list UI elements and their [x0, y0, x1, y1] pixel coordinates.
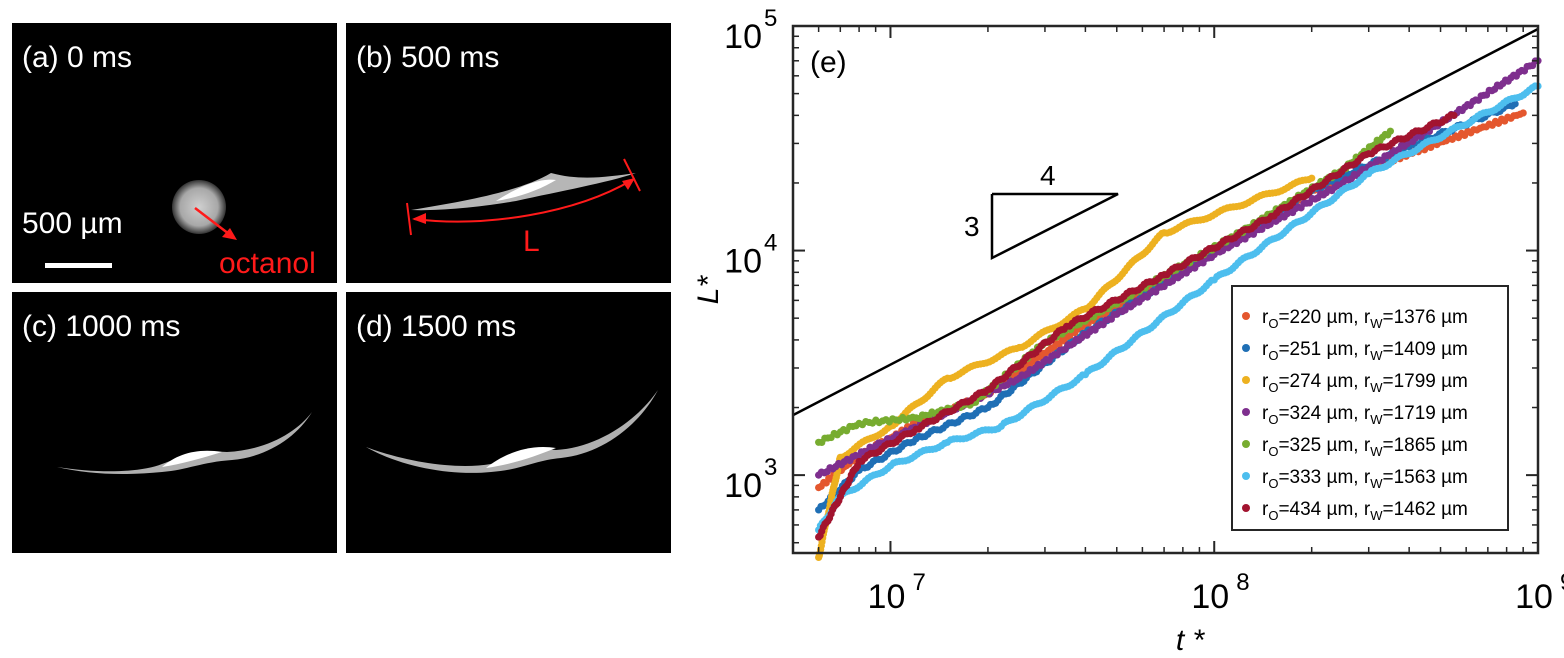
legend-label: rO=325 µm, rW=1865 µm [1262, 435, 1468, 459]
legend-marker [1242, 344, 1250, 352]
image-panel-a: 500 µm octanol (a) 0 ms [12, 23, 337, 283]
slope-run-label: 4 [1040, 160, 1056, 191]
legend-item: rO=333 µm, rW=1563 µm [1242, 467, 1468, 491]
legend-label: rO=434 µm, rW=1462 µm [1262, 499, 1468, 523]
x-tick-exponent: 8 [1236, 569, 1249, 596]
scale-bar-label: 500 µm [22, 207, 123, 240]
x-tick-label: 10 [1515, 578, 1553, 616]
image-panel-b: L (b) 500 ms [346, 23, 671, 283]
data-point [1511, 100, 1519, 108]
legend: rO=220 µm, rW=1376 µm rO=251 µm, rW=1409 … [1231, 285, 1509, 531]
data-point [1450, 111, 1458, 119]
legend-item: rO=251 µm, rW=1409 µm [1242, 339, 1468, 363]
panel-b-image: L [406, 158, 641, 258]
legend-item: rO=274 µm, rW=1799 µm [1242, 371, 1468, 395]
legend-marker [1242, 408, 1250, 416]
legend-label: rO=324 µm, rW=1719 µm [1262, 403, 1468, 427]
y-tick-exponent: 5 [764, 5, 777, 32]
octanol-filament [366, 390, 658, 473]
x-tick-label: 10 [1191, 578, 1229, 616]
filament-bright-core [162, 450, 222, 467]
x-tick-exponent: 7 [912, 569, 925, 596]
panel-c-label: (c) 1000 ms [22, 310, 181, 343]
data-point [1386, 127, 1394, 135]
legend-item: rO=434 µm, rW=1462 µm [1242, 499, 1468, 523]
legend-box [1231, 285, 1509, 531]
length-tick-right [623, 158, 641, 192]
image-panel-d: (d) 1500 ms [346, 292, 671, 553]
y-tick-exponent: 4 [764, 230, 777, 257]
legend-item: rO=324 µm, rW=1719 µm [1242, 403, 1468, 427]
x-axis-label: t * [1176, 624, 1206, 657]
data-point [1308, 174, 1316, 182]
y-tick-label: 10 [724, 18, 762, 56]
legend-item: rO=220 µm, rW=1376 µm [1242, 307, 1468, 331]
x-tick-label: 10 [868, 578, 906, 616]
legend-label: rO=274 µm, rW=1799 µm [1262, 371, 1468, 395]
legend-marker [1242, 376, 1250, 384]
panel-b-label: (b) 500 ms [356, 41, 500, 74]
y-tick-label: 10 [724, 243, 762, 281]
filament-bright-core [496, 179, 556, 201]
data-point [1519, 109, 1527, 117]
series-434 [815, 111, 1458, 541]
filament-bright-core [486, 446, 556, 468]
plot-frame [791, 24, 1540, 555]
panel-e-label: (e) [810, 46, 847, 79]
panel-a-label: (a) 0 ms [22, 41, 133, 74]
scale-bar [45, 263, 112, 268]
y-tick-label: 10 [724, 467, 762, 505]
panel-c-image [57, 412, 312, 475]
legend-label: rO=220 µm, rW=1376 µm [1262, 307, 1468, 331]
legend-marker [1242, 504, 1250, 512]
slope-rise-label: 3 [964, 211, 980, 242]
length-label: L [523, 225, 540, 258]
octanol-label: octanol [219, 247, 316, 280]
length-arrow [413, 179, 633, 223]
panel-d-label: (d) 1500 ms [356, 310, 517, 343]
data-series [815, 57, 1542, 562]
length-arrow-head-left [412, 213, 426, 224]
octanol-arrow [194, 207, 230, 235]
legend-item: rO=325 µm, rW=1865 µm [1242, 435, 1468, 459]
y-axis-label: L* [692, 274, 725, 304]
legend-label: rO=333 µm, rW=1563 µm [1262, 467, 1468, 491]
legend-label: rO=251 µm, rW=1409 µm [1262, 339, 1468, 363]
legend-marker [1242, 312, 1250, 320]
reference-line [792, 27, 1539, 417]
image-panel-c: (c) 1000 ms [12, 292, 337, 553]
slope-triangle: 4 3 [964, 160, 1119, 261]
panel-a-image: 500 µm octanol [22, 180, 316, 280]
slope-triangle-shape [990, 192, 1119, 261]
octanol-arrow-head [222, 228, 237, 240]
legend-marker [1242, 440, 1250, 448]
y-tick-exponent: 3 [764, 454, 777, 481]
length-arrow-head-right [622, 178, 635, 190]
panel-d-image [366, 390, 658, 473]
x-tick-exponent: 9 [1560, 569, 1564, 596]
legend-marker [1242, 472, 1250, 480]
length-tick-left [406, 202, 412, 236]
